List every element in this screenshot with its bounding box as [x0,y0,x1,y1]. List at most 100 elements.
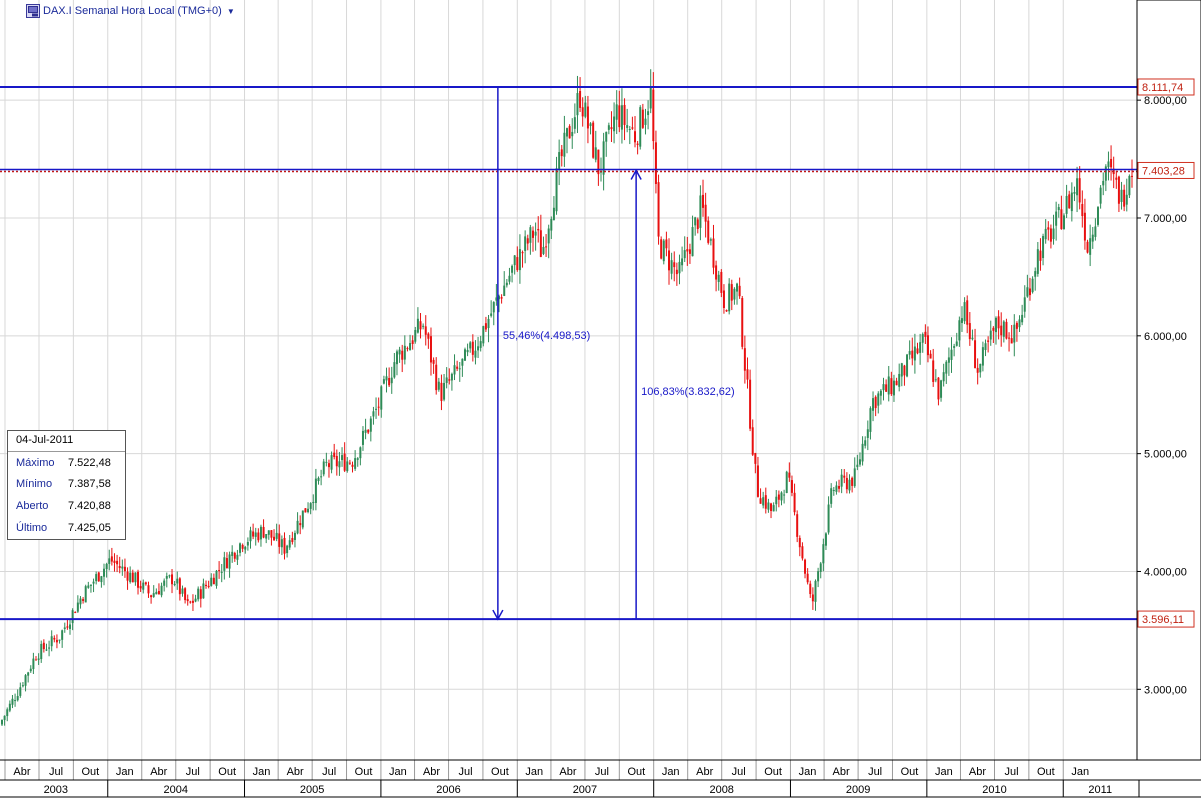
candle-down [545,246,548,248]
candle-down [218,570,221,572]
candle-down [788,472,791,478]
candle-down [759,498,762,504]
candle-up [830,488,833,504]
y-axis-frame [1136,0,1201,761]
candle-up [288,540,291,548]
candle-up [223,557,226,571]
candle-up [14,700,17,702]
candle-up [589,123,592,127]
candle-up [639,107,642,147]
candle-up [694,217,697,226]
candle-down [688,249,691,254]
candle-down [801,546,804,559]
candle-down [351,464,354,467]
candle-up [534,231,537,236]
x-tick-label: Abr [559,766,576,778]
candle-down [189,601,192,603]
candle-up [947,357,950,363]
candle-up [505,282,508,286]
candle-down [456,366,459,369]
candle-up [503,285,506,296]
candle-down [885,384,888,392]
candle-down [427,333,430,339]
candle-down [997,316,1000,329]
candle-up [466,349,469,353]
candle-down [526,238,529,244]
candle-up [1099,187,1102,204]
candle-up [254,532,257,537]
candle-down [343,453,346,471]
candle-up [994,317,997,333]
candle-up [683,250,686,259]
info-row-open: Aberto 7.420,88 [16,500,121,512]
candle-up [469,342,472,349]
chart-title-bar[interactable]: DAX.I Semanal Hora Local (TMG+0) ▼ [26,3,235,19]
candle-up [762,497,765,506]
candle-up [89,584,92,586]
candle-down [804,559,807,574]
candle-up [511,265,514,273]
candle-down [377,406,380,408]
candle-down [424,326,427,335]
candle-down [610,127,613,130]
chevron-down-icon[interactable]: ▼ [226,6,235,16]
candle-up [325,461,328,463]
candle-up [309,503,312,509]
candle-down [1005,321,1008,339]
candle-up [479,341,482,348]
candle-up [950,349,953,360]
candle-up [103,568,106,577]
candle-up [359,447,362,459]
candle-up [375,408,378,410]
candle-down [1110,158,1113,168]
grid-lines [0,0,1137,760]
candle-up [1057,207,1060,211]
candle-down [327,463,330,468]
candle-down [597,149,600,175]
candle-up [872,398,875,411]
candle-up [1026,287,1029,297]
candle-up [1002,321,1005,337]
candle-up [249,530,252,542]
candle-down [150,595,153,598]
candle-up [21,685,24,687]
y-tick-label: 7.000,00 [1144,213,1187,225]
candle-down [278,533,281,547]
candle-up [105,563,108,570]
candle-up [566,128,568,137]
candle-down [500,297,503,299]
candle-up [163,580,166,586]
x-tick-label: Jul [322,766,336,778]
candle-up [95,574,98,582]
candle-up [887,376,890,395]
candle-up [1052,228,1055,240]
x-tick-label: Out [491,766,509,778]
candle-down [796,514,799,537]
measurement-arrows: 55,46%(4.498,53) 106,83%(3.832,62) [492,86,735,621]
candle-up [338,461,341,468]
candle-up [37,658,40,660]
candle-up [906,354,909,377]
candle-up [615,104,618,120]
candle-up [239,543,242,553]
candle-up [819,563,822,572]
candle-down [725,310,728,312]
candle-up [898,373,901,387]
candle-up [736,283,739,292]
candle-up [780,492,783,501]
candle-up [181,588,184,594]
candle-up [1018,319,1021,328]
candle-up [678,261,681,274]
price-label-box [1137,610,1195,628]
candle-down [1000,325,1003,336]
candle-up [858,459,861,465]
candle-down [401,350,404,360]
candle-up [709,239,712,241]
candle-up [19,687,22,696]
candle-up [152,593,155,597]
candle-up [877,393,880,406]
x-tick-label: Jan [389,766,407,778]
candle-up [385,376,388,381]
candle-up [492,302,495,313]
